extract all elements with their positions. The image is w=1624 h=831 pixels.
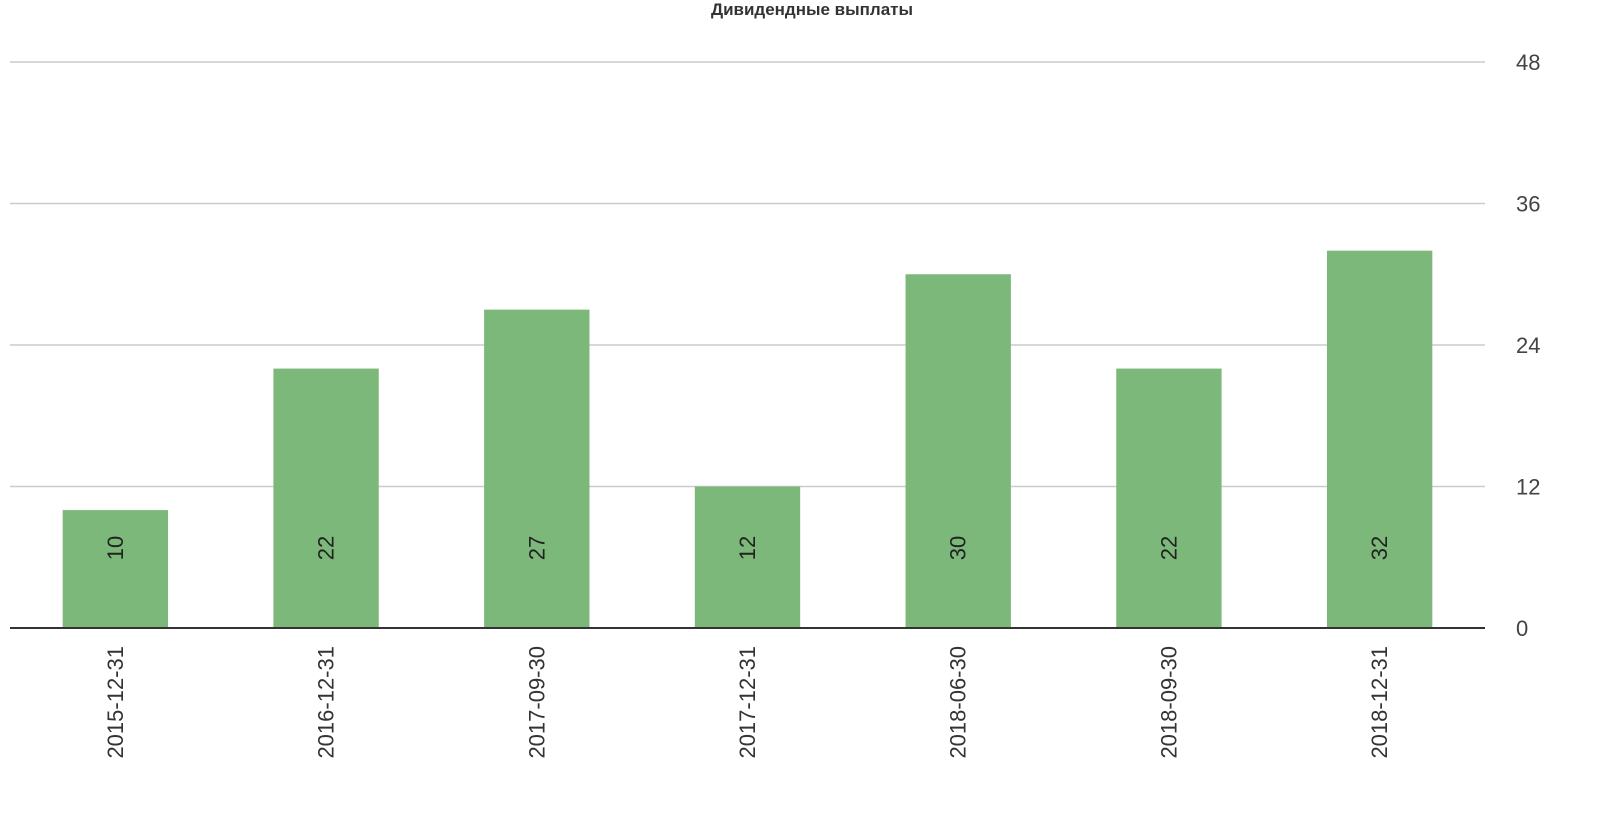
bar[interactable] [1116,368,1222,628]
x-tick-label: 2018-06-30 [946,646,971,759]
x-axis-ticks: 2015-12-31 2016-12-31 2017-09-30 2017-12-31… [103,646,1392,759]
bar-value-label: 30 [946,536,971,560]
bar[interactable] [694,486,801,629]
bar-value-label: 22 [314,536,339,560]
bar[interactable] [62,510,169,628]
bar[interactable] [273,368,379,628]
bar[interactable] [905,274,1011,628]
y-tick-label: 0 [1516,616,1528,641]
bar-value-label: 27 [524,536,549,560]
y-tick-label: 36 [1516,192,1540,217]
x-tick-label: 2018-12-31 [1367,646,1392,759]
x-tick-label: 2016-12-31 [314,646,339,759]
y-tick-label: 48 [1516,50,1540,75]
y-tick-label: 24 [1516,333,1540,358]
grid-lines [10,61,1485,488]
x-tick-label: 2015-12-31 [103,646,128,759]
bar[interactable] [1326,250,1433,628]
bar-value-label: 32 [1367,536,1392,560]
data-labels: 10 22 27 12 30 22 32 [103,536,1392,560]
chart-title: Дивидендные выплаты [710,0,914,19]
bar-value-label: 22 [1156,536,1181,560]
x-tick-label: 2017-12-31 [735,646,760,759]
y-tick-label: 12 [1516,475,1540,500]
x-tick-label: 2018-09-30 [1156,646,1181,759]
y-axis-ticks: 0 12 24 36 48 [1516,50,1540,641]
bar[interactable] [484,309,590,628]
x-tick-label: 2017-09-30 [524,646,549,759]
bar-value-label: 10 [103,536,128,560]
bars [62,250,1433,629]
bar-value-label: 12 [735,536,760,560]
